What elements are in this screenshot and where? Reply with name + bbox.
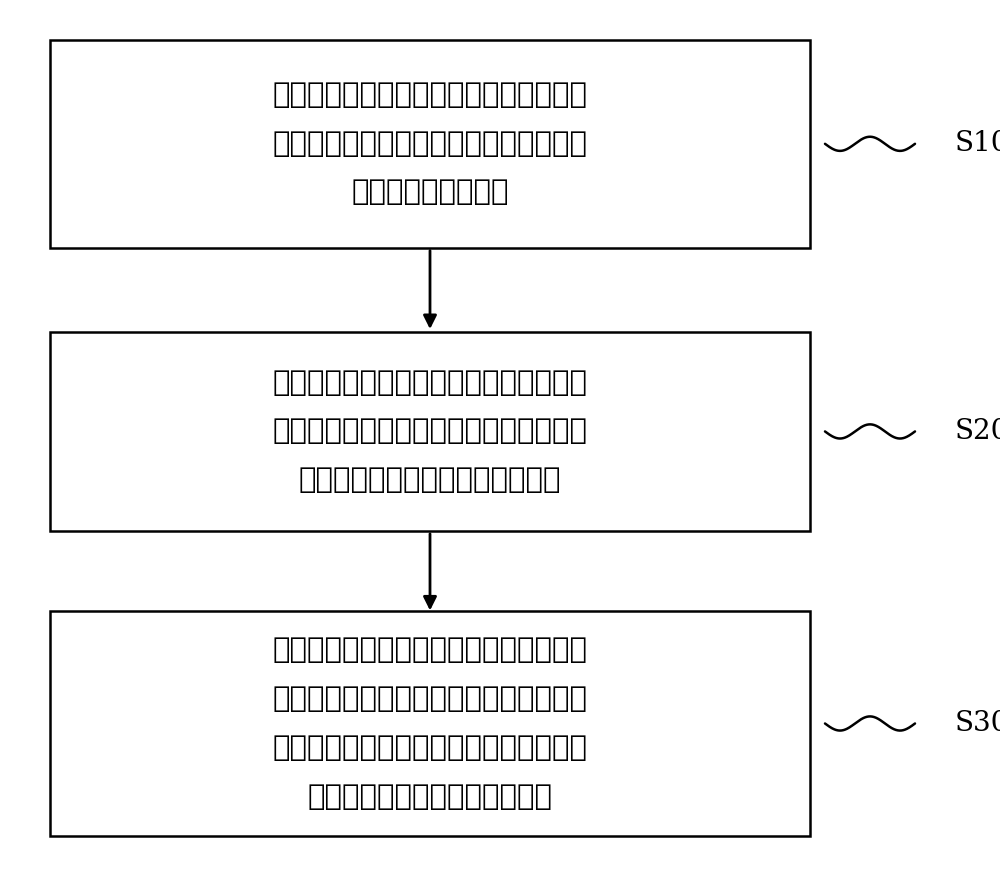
FancyBboxPatch shape	[50, 40, 810, 248]
Text: 二直流电压小于所述第一直流电压: 二直流电压小于所述第一直流电压	[299, 466, 561, 494]
Text: 利用斩波单元将受电弓输入的所述第一直: 利用斩波单元将受电弓输入的所述第一直	[272, 369, 588, 396]
Text: 则进入零压启动状态: 则进入零压启动状态	[351, 179, 509, 206]
FancyBboxPatch shape	[50, 332, 810, 531]
Text: 逆变控制单元在所述第二直流电压供电下: 逆变控制单元在所述第二直流电压供电下	[272, 636, 588, 665]
Text: S100: S100	[955, 130, 1000, 158]
Text: 确定蓄电池处于亏电状态，受电弓为第一: 确定蓄电池处于亏电状态，受电弓为第一	[272, 81, 588, 109]
Text: S200: S200	[955, 418, 1000, 445]
Text: S300: S300	[955, 710, 1000, 737]
Text: 启动，控制主辅助逆变器将受电弓输入的: 启动，控制主辅助逆变器将受电弓输入的	[272, 685, 588, 713]
Text: 并通过中压母线向轨道车辆供电: 并通过中压母线向轨道车辆供电	[308, 782, 552, 811]
Text: 直流电压有效，且各辅助逆变器未启动，: 直流电压有效，且各辅助逆变器未启动，	[272, 130, 588, 158]
Text: 流电压降压斩波为第二直流电压，所述第: 流电压降压斩波为第二直流电压，所述第	[272, 418, 588, 445]
Text: 所述第一直流电压转换为第一交流电压，: 所述第一直流电压转换为第一交流电压，	[272, 734, 588, 762]
FancyBboxPatch shape	[50, 611, 810, 836]
